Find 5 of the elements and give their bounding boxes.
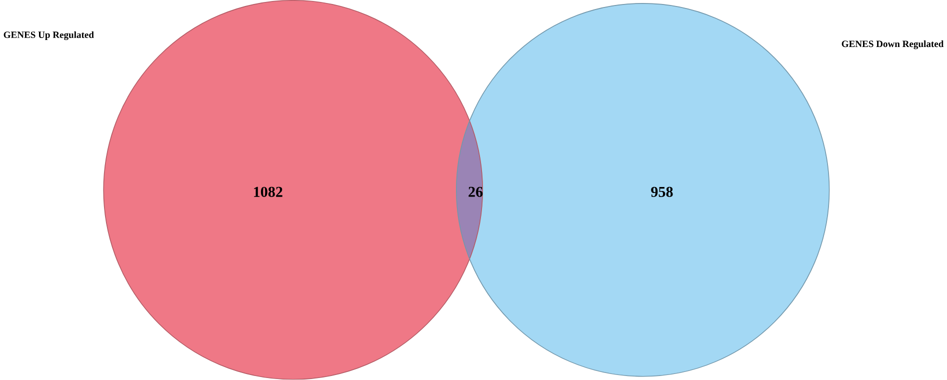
category-label: GENES Down Regulated [842, 40, 944, 50]
data-label: 26 [468, 186, 483, 198]
data-label: 958 [651, 186, 673, 198]
data-label: 1082 [254, 186, 282, 198]
category-label: GENES Up Regulated [4, 31, 94, 40]
